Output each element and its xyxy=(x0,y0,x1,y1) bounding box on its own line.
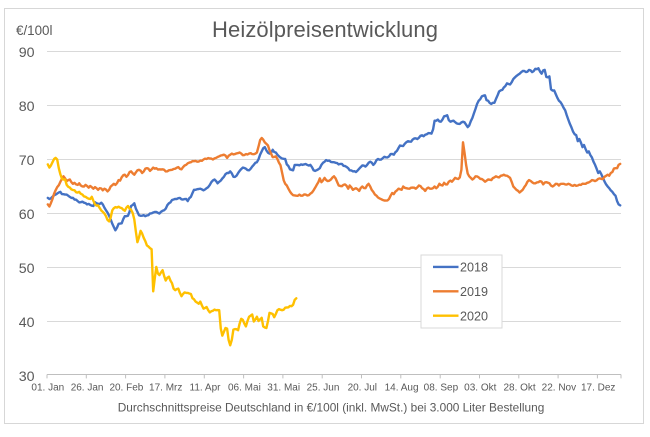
svg-text:03. Okt: 03. Okt xyxy=(464,383,496,394)
svg-text:Heizölpreisentwicklung: Heizölpreisentwicklung xyxy=(212,17,438,42)
svg-text:20. Jul: 20. Jul xyxy=(348,383,377,394)
svg-text:80: 80 xyxy=(19,99,35,115)
svg-text:28. Okt: 28. Okt xyxy=(503,383,535,394)
svg-text:20. Feb: 20. Feb xyxy=(109,383,143,394)
svg-text:22. Nov: 22. Nov xyxy=(542,383,576,394)
svg-text:Durchschnittspreise Deutschlan: Durchschnittspreise Deutschland in €/100… xyxy=(118,401,545,415)
svg-text:40: 40 xyxy=(19,315,35,331)
svg-text:06. Mai: 06. Mai xyxy=(228,383,261,394)
svg-text:17. Dez: 17. Dez xyxy=(581,383,615,394)
svg-text:70: 70 xyxy=(19,153,35,169)
svg-text:08. Sep: 08. Sep xyxy=(424,383,459,394)
svg-text:60: 60 xyxy=(19,207,35,223)
svg-text:90: 90 xyxy=(19,45,35,61)
svg-text:25. Jun: 25. Jun xyxy=(307,383,340,394)
svg-text:01. Jan: 01. Jan xyxy=(31,383,64,394)
svg-text:2020: 2020 xyxy=(460,309,488,323)
svg-text:14. Aug: 14. Aug xyxy=(385,383,419,394)
svg-text:11. Apr: 11. Apr xyxy=(190,383,222,394)
svg-text:30: 30 xyxy=(19,369,35,385)
svg-text:31. Mai: 31. Mai xyxy=(267,383,300,394)
svg-text:26. Jan: 26. Jan xyxy=(71,383,104,394)
svg-text:2019: 2019 xyxy=(460,285,488,299)
svg-text:17. Mrz: 17. Mrz xyxy=(149,383,182,394)
svg-text:€/100l: €/100l xyxy=(16,23,53,38)
svg-text:2018: 2018 xyxy=(460,261,488,275)
svg-text:50: 50 xyxy=(19,261,35,277)
